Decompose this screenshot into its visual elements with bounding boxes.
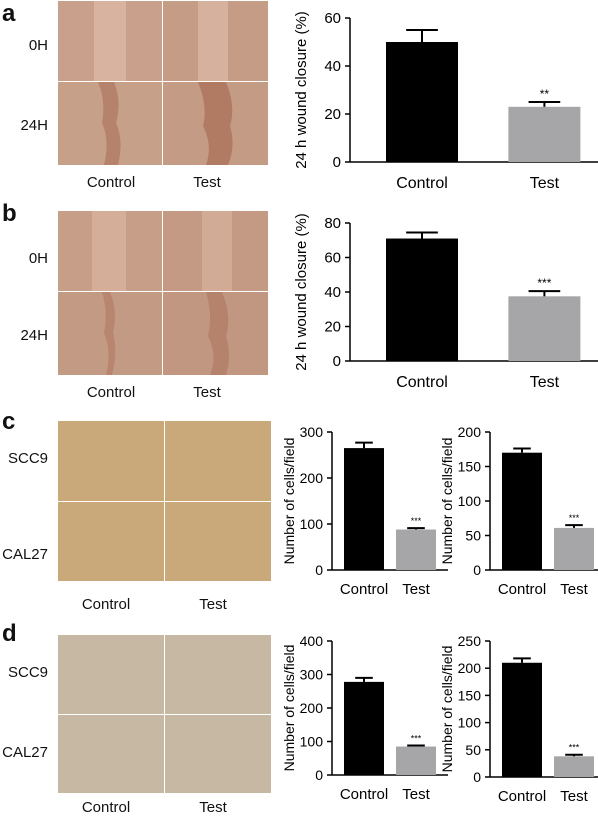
panel-letter-a: a	[2, 0, 16, 27]
y-tick-label: 40	[324, 284, 341, 301]
col-label-test-a: Test	[193, 174, 221, 191]
y-tick-label: 20	[324, 106, 341, 123]
x-tick-label-control: Control	[340, 581, 388, 598]
significance-marker: **	[540, 87, 550, 101]
y-tick-label: 0	[315, 562, 323, 578]
bar-control	[386, 238, 458, 361]
invasion-micrographs-d	[58, 635, 271, 793]
y-tick-label: 400	[300, 633, 324, 649]
significance-marker: ***	[569, 743, 580, 753]
y-tick-label: 100	[458, 715, 482, 731]
bar-test	[396, 746, 436, 775]
x-tick-label-test: Test	[530, 374, 560, 391]
y-axis-title: Number of cells/field	[439, 646, 455, 773]
y-tick-label: 150	[458, 459, 482, 475]
transwell-micrographs-c	[58, 421, 271, 581]
x-tick-label-test: Test	[402, 786, 430, 803]
y-tick-label: 0	[333, 353, 341, 370]
y-tick-label: 80	[324, 215, 341, 232]
row-label-0h: 0H	[28, 37, 48, 54]
x-tick-label-control: Control	[340, 786, 388, 803]
col-label-test-c: Test	[199, 596, 227, 613]
y-axis-title: 24 h wound closure (%)	[293, 11, 310, 169]
row-label-0h-b: 0H	[28, 250, 48, 267]
row-label-cal27-d: CAL27	[2, 744, 48, 761]
y-axis-title: Number of cells/field	[439, 438, 455, 565]
significance-marker: ***	[569, 513, 580, 523]
panel-letter-d: d	[2, 620, 17, 647]
y-tick-label: 0	[473, 769, 481, 785]
y-tick-label: 50	[465, 528, 481, 544]
row-label-scc9-c: SCC9	[8, 450, 49, 467]
x-tick-label-test: Test	[560, 581, 588, 598]
bar-test	[396, 529, 436, 570]
col-label-control-a: Control	[86, 174, 136, 191]
y-tick-label: 100	[300, 734, 324, 750]
x-tick-label-control: Control	[498, 788, 546, 805]
transwell-image-grid-c	[57, 420, 271, 581]
bar-chart-b: 0 20 40 60 80 24 h wound closure (%) Control **…	[293, 213, 598, 391]
x-tick-label-test: Test	[530, 175, 560, 192]
y-tick-label: 200	[300, 700, 324, 716]
col-label-control-b: Control	[86, 384, 136, 401]
wound-healing-image-grid-a	[57, 0, 268, 165]
panel-letter-c: c	[2, 408, 16, 435]
wound-healing-micrographs-a	[58, 1, 268, 165]
y-tick-label: 0	[315, 767, 323, 783]
bar-control	[344, 448, 384, 570]
y-tick-label: 50	[465, 742, 481, 758]
y-tick-label: 60	[324, 10, 341, 27]
y-tick-label: 0	[473, 562, 481, 578]
bar-test	[554, 527, 594, 570]
y-tick-label: 100	[300, 516, 324, 532]
bar-test	[554, 756, 594, 777]
col-label-control-d: Control	[81, 799, 131, 816]
col-label-test-d: Test	[199, 799, 227, 816]
y-tick-label: 250	[458, 633, 482, 649]
x-tick-label-control: Control	[498, 581, 546, 598]
row-label-scc9-d: SCC9	[8, 664, 49, 681]
x-tick-label-control: Control	[396, 175, 448, 192]
significance-marker: ***	[411, 516, 422, 526]
significance-marker: ***	[411, 734, 422, 744]
wound-healing-image-grid-b	[57, 210, 268, 375]
row-label-24h-b: 24H	[20, 327, 48, 344]
panel-letter-b: b	[2, 200, 17, 227]
col-label-control-c: Control	[81, 596, 131, 613]
bar-chart-a: 0 20 40 60 24 h wound closure (%) Control ** Te…	[293, 10, 598, 192]
y-tick-label: 300	[300, 424, 324, 440]
y-axis-title: Number of cells/field	[281, 645, 297, 772]
y-tick-label: 200	[458, 424, 482, 440]
y-tick-label: 40	[324, 58, 341, 75]
x-tick-label-control: Control	[396, 374, 448, 391]
y-tick-label: 200	[458, 660, 482, 676]
y-axis-title: Number of cells/field	[281, 438, 297, 565]
bar-test	[508, 106, 581, 162]
wound-healing-micrographs-b	[58, 211, 268, 375]
y-tick-label: 0	[333, 154, 341, 171]
bar-control	[386, 42, 458, 162]
bar-control	[502, 662, 542, 777]
x-tick-label-test: Test	[402, 581, 430, 598]
y-tick-label: 20	[324, 319, 341, 336]
x-tick-label-test: Test	[560, 788, 588, 805]
y-tick-label: 150	[458, 687, 482, 703]
y-tick-label: 200	[300, 470, 324, 486]
significance-marker: ***	[537, 276, 551, 290]
y-axis-title: 24 h wound closure (%)	[293, 213, 310, 371]
row-label-24h: 24H	[20, 117, 48, 134]
invasion-image-grid-d	[57, 634, 271, 793]
row-label-cal27-c: CAL27	[2, 546, 48, 563]
bar-control	[502, 452, 542, 570]
col-label-test-b: Test	[193, 384, 221, 401]
y-tick-label: 100	[458, 493, 482, 509]
bar-test	[508, 296, 581, 361]
y-tick-label: 60	[324, 250, 341, 267]
bar-control	[344, 681, 384, 775]
y-tick-label: 300	[300, 667, 324, 683]
